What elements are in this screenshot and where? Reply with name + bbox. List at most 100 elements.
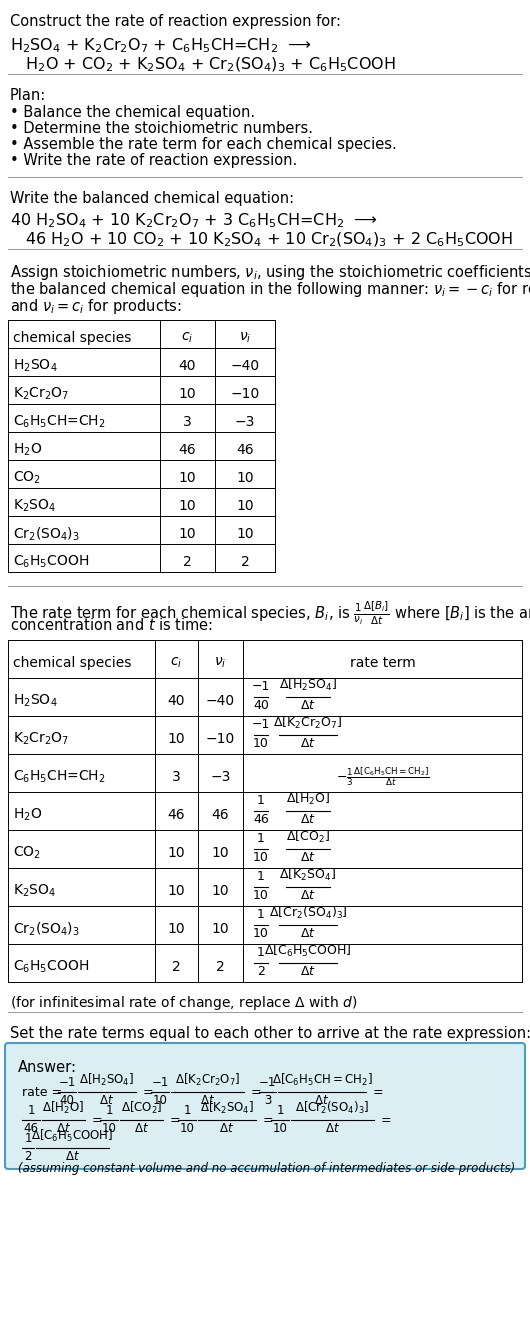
- Text: −1: −1: [58, 1075, 76, 1089]
- Text: =: =: [369, 1086, 384, 1098]
- Text: • Balance the chemical equation.: • Balance the chemical equation.: [10, 105, 255, 119]
- Text: $\Delta[\mathrm{H_2SO_4}]$: $\Delta[\mathrm{H_2SO_4}]$: [279, 676, 337, 693]
- Text: 40: 40: [253, 699, 269, 712]
- Text: $\Delta[\mathrm{H_2O}]$: $\Delta[\mathrm{H_2O}]$: [286, 790, 330, 808]
- Text: 46: 46: [253, 813, 269, 826]
- Text: $\Delta t$: $\Delta t$: [56, 1122, 71, 1135]
- Text: 10: 10: [179, 387, 196, 400]
- Text: 3: 3: [172, 770, 181, 784]
- Text: 46: 46: [236, 443, 254, 457]
- Text: chemical species: chemical species: [13, 656, 131, 670]
- Text: 10: 10: [236, 526, 254, 541]
- Text: concentration and $t$ is time:: concentration and $t$ is time:: [10, 617, 213, 633]
- Text: 10: 10: [272, 1122, 287, 1135]
- Text: −40: −40: [206, 693, 235, 708]
- Text: 10: 10: [179, 471, 196, 485]
- Text: 10: 10: [167, 884, 185, 898]
- Text: 40: 40: [168, 693, 185, 708]
- Text: 1: 1: [257, 831, 265, 845]
- Text: $\Delta t$: $\Delta t$: [219, 1122, 234, 1135]
- Text: −3: −3: [235, 415, 255, 430]
- Text: K$_2$SO$_4$: K$_2$SO$_4$: [13, 883, 56, 899]
- Text: −10: −10: [231, 387, 260, 400]
- Text: =: =: [166, 1114, 181, 1127]
- Text: 10: 10: [153, 1094, 167, 1107]
- Text: 10: 10: [179, 526, 196, 541]
- Text: H$_2$O + CO$_2$ + K$_2$SO$_4$ + Cr$_2$(SO$_4$)$_3$ + C$_6$H$_5$COOH: H$_2$O + CO$_2$ + K$_2$SO$_4$ + Cr$_2$(S…: [10, 56, 396, 74]
- Text: 46: 46: [179, 443, 196, 457]
- Text: The rate term for each chemical species, $B_i$, is $\frac{1}{\nu_i}\frac{\Delta[: The rate term for each chemical species,…: [10, 599, 530, 627]
- Text: 40: 40: [179, 359, 196, 373]
- Text: Cr$_2$(SO$_4$)$_3$: Cr$_2$(SO$_4$)$_3$: [13, 525, 80, 542]
- Text: rate =: rate =: [22, 1086, 62, 1098]
- Text: 1: 1: [257, 870, 265, 883]
- Text: K$_2$SO$_4$: K$_2$SO$_4$: [13, 497, 56, 514]
- Text: $\Delta t$: $\Delta t$: [200, 1094, 215, 1107]
- Text: Answer:: Answer:: [18, 1059, 77, 1075]
- Text: 3: 3: [183, 415, 192, 430]
- Text: $\Delta t$: $\Delta t$: [300, 888, 316, 902]
- Text: C$_6$H$_5$COOH: C$_6$H$_5$COOH: [13, 554, 89, 570]
- Text: K$_2$Cr$_2$O$_7$: K$_2$Cr$_2$O$_7$: [13, 386, 69, 402]
- Text: Set the rate terms equal to each other to arrive at the rate expression:: Set the rate terms equal to each other t…: [10, 1026, 530, 1041]
- Text: 46: 46: [211, 808, 229, 822]
- Text: 2: 2: [257, 965, 265, 979]
- Text: chemical species: chemical species: [13, 332, 131, 345]
- Text: CO$_2$: CO$_2$: [13, 469, 41, 487]
- Text: 1: 1: [27, 1103, 35, 1116]
- Text: (for infinitesimal rate of change, replace $\Delta$ with $d$): (for infinitesimal rate of change, repla…: [10, 994, 357, 1012]
- Text: the balanced chemical equation in the following manner: $\nu_i = -c_i$ for react: the balanced chemical equation in the fo…: [10, 280, 530, 298]
- Text: 2: 2: [216, 960, 225, 975]
- Text: $\Delta t$: $\Delta t$: [300, 737, 316, 751]
- Text: 1: 1: [257, 908, 265, 922]
- Text: $\Delta[\mathrm{K_2SO_4}]$: $\Delta[\mathrm{K_2SO_4}]$: [200, 1101, 254, 1116]
- Text: $\Delta[\mathrm{H_2SO_4}]$: $\Delta[\mathrm{H_2SO_4}]$: [80, 1073, 135, 1089]
- Text: =: =: [139, 1086, 154, 1098]
- Text: $\Delta t$: $\Delta t$: [134, 1122, 149, 1135]
- Text: $\Delta t$: $\Delta t$: [300, 699, 316, 712]
- Text: • Determine the stoichiometric numbers.: • Determine the stoichiometric numbers.: [10, 121, 313, 137]
- Text: 2: 2: [172, 960, 181, 975]
- Text: 10: 10: [236, 471, 254, 485]
- Text: Construct the rate of reaction expression for:: Construct the rate of reaction expressio…: [10, 15, 341, 29]
- Text: $\Delta[\mathrm{K_2Cr_2O_7}]$: $\Delta[\mathrm{K_2Cr_2O_7}]$: [175, 1073, 240, 1089]
- Text: $\Delta t$: $\Delta t$: [300, 851, 316, 865]
- Text: −1: −1: [252, 680, 270, 693]
- Text: K$_2$Cr$_2$O$_7$: K$_2$Cr$_2$O$_7$: [13, 731, 69, 747]
- Text: 3: 3: [264, 1094, 271, 1107]
- Text: 1: 1: [257, 945, 265, 959]
- Text: −1: −1: [259, 1075, 276, 1089]
- Text: 10: 10: [211, 884, 229, 898]
- Text: 2: 2: [241, 556, 250, 569]
- Text: $\Delta t$: $\Delta t$: [325, 1122, 340, 1135]
- Text: $\Delta t$: $\Delta t$: [100, 1094, 114, 1107]
- Text: Assign stoichiometric numbers, $\nu_i$, using the stoichiometric coefficients, $: Assign stoichiometric numbers, $\nu_i$, …: [10, 263, 530, 282]
- Text: 10: 10: [253, 851, 269, 865]
- Text: 46 H$_2$O + 10 CO$_2$ + 10 K$_2$SO$_4$ + 10 Cr$_2$(SO$_4$)$_3$ + 2 C$_6$H$_5$COO: 46 H$_2$O + 10 CO$_2$ + 10 K$_2$SO$_4$ +…: [10, 231, 513, 249]
- Text: 10: 10: [167, 846, 185, 861]
- Text: Plan:: Plan:: [10, 88, 46, 103]
- Text: 10: 10: [253, 927, 269, 940]
- Text: H$_2$SO$_4$: H$_2$SO$_4$: [13, 358, 58, 374]
- Text: Cr$_2$(SO$_4$)$_3$: Cr$_2$(SO$_4$)$_3$: [13, 920, 80, 937]
- Text: $\Delta t$: $\Delta t$: [314, 1094, 330, 1107]
- Text: 10: 10: [211, 922, 229, 936]
- Text: 1: 1: [24, 1131, 32, 1144]
- Text: and $\nu_i = c_i$ for products:: and $\nu_i = c_i$ for products:: [10, 297, 182, 316]
- Text: • Assemble the rate term for each chemical species.: • Assemble the rate term for each chemic…: [10, 137, 397, 152]
- Text: 2: 2: [183, 556, 192, 569]
- Text: −3: −3: [210, 770, 231, 784]
- Text: 1: 1: [183, 1103, 191, 1116]
- Text: $\Delta t$: $\Delta t$: [300, 927, 316, 940]
- Text: C$_6$H$_5$COOH: C$_6$H$_5$COOH: [13, 959, 89, 975]
- Text: 40 H$_2$SO$_4$ + 10 K$_2$Cr$_2$O$_7$ + 3 C$_6$H$_5$CH=CH$_2$  ⟶: 40 H$_2$SO$_4$ + 10 K$_2$Cr$_2$O$_7$ + 3…: [10, 211, 378, 229]
- Text: 10: 10: [211, 846, 229, 861]
- Text: 10: 10: [102, 1122, 117, 1135]
- Text: $\nu_i$: $\nu_i$: [214, 656, 227, 670]
- Text: 10: 10: [253, 737, 269, 751]
- Text: $\Delta[\mathrm{Cr_2(SO_4)_3}]$: $\Delta[\mathrm{Cr_2(SO_4)_3}]$: [269, 904, 347, 922]
- Text: $\Delta[\mathrm{H_2O}]$: $\Delta[\mathrm{H_2O}]$: [42, 1101, 84, 1116]
- Text: 10: 10: [179, 499, 196, 513]
- Text: H$_2$SO$_4$ + K$_2$Cr$_2$O$_7$ + C$_6$H$_5$CH=CH$_2$  ⟶: H$_2$SO$_4$ + K$_2$Cr$_2$O$_7$ + C$_6$H$…: [10, 36, 312, 54]
- Text: H$_2$O: H$_2$O: [13, 806, 42, 823]
